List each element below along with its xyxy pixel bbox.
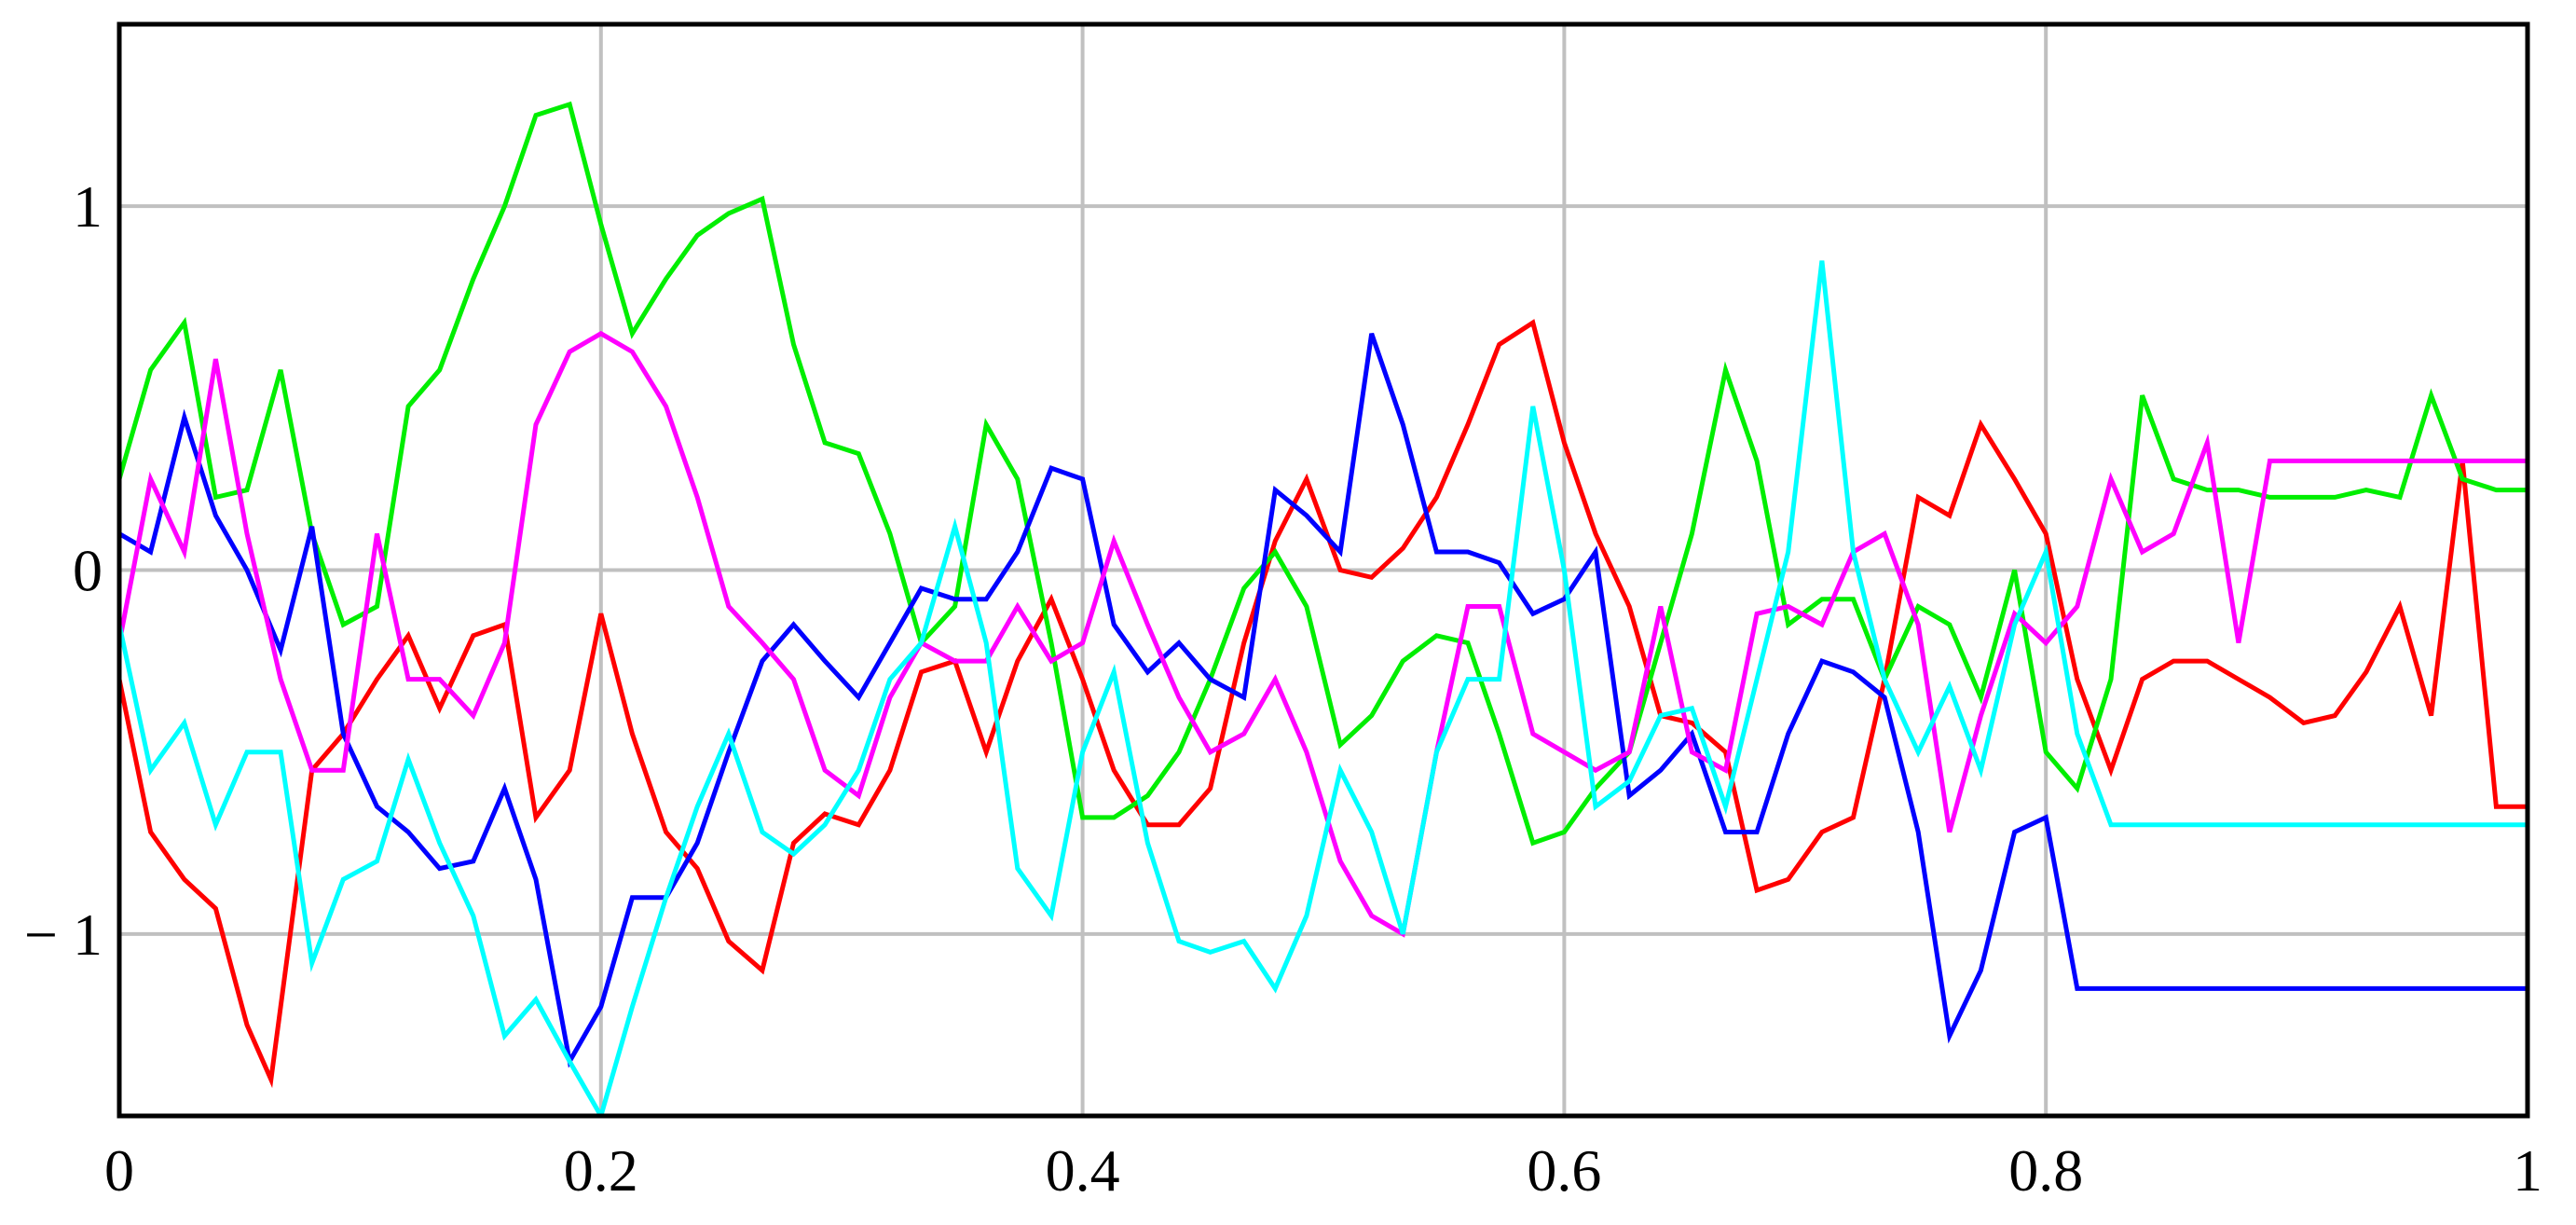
y-tick-label: 1 xyxy=(73,173,103,240)
series-line-2 xyxy=(119,101,2528,846)
x-tick-label: 0.8 xyxy=(2008,1137,2083,1204)
x-tick-label: 0.2 xyxy=(564,1137,638,1204)
x-axis-tick-labels: 0 0.2 0.4 0.6 0.8 1 xyxy=(104,1137,2542,1204)
y-axis-tick-labels: 1 0 − 1 xyxy=(24,173,103,968)
series-layer xyxy=(119,101,2528,1116)
x-tick-label: 1 xyxy=(2513,1137,2542,1204)
grid xyxy=(119,24,2528,1116)
y-tick-label: 0 xyxy=(73,538,103,604)
series-line-4 xyxy=(119,330,2528,938)
series-line-3 xyxy=(119,332,2528,1068)
x-tick-label: 0.6 xyxy=(1527,1137,1601,1204)
x-tick-label: 0.4 xyxy=(1046,1137,1120,1204)
series-line-5 xyxy=(119,260,2528,1116)
x-tick-label: 0 xyxy=(104,1137,134,1204)
y-tick-label: − 1 xyxy=(24,902,103,968)
plot-area-frame xyxy=(116,21,2530,1119)
series-line-1 xyxy=(119,319,2528,1089)
